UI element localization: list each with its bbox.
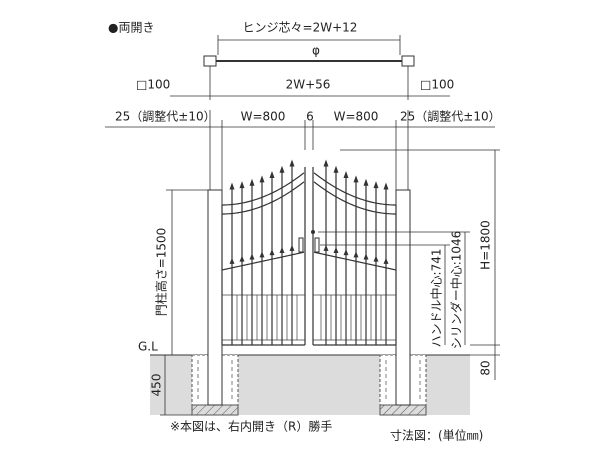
base	[379, 404, 427, 416]
post	[207, 189, 223, 406]
note: ※本図は、右内開き（R）勝手	[170, 419, 332, 434]
dim-label: W=800	[334, 110, 379, 124]
ornament	[229, 257, 235, 264]
dim-mark: φ	[312, 44, 320, 58]
ornament	[343, 249, 349, 256]
dim-label: ハンドル中心:741	[429, 249, 444, 348]
ornament	[239, 255, 245, 262]
spear	[269, 171, 275, 179]
spear	[259, 175, 265, 183]
mid-rail	[313, 251, 397, 271]
handle	[298, 237, 304, 253]
spear	[363, 178, 369, 186]
dim-label: G.L	[138, 340, 158, 354]
ornament	[259, 251, 265, 258]
post	[395, 189, 411, 406]
spear	[343, 171, 349, 179]
ornament	[373, 255, 379, 262]
spear	[373, 181, 379, 189]
dim-label: 80	[479, 360, 493, 375]
dim-label: 450	[150, 374, 164, 397]
dim-label: 6	[306, 110, 314, 124]
handle	[314, 237, 320, 253]
spear	[239, 181, 245, 189]
spear	[279, 165, 285, 173]
dim-label: □100	[136, 78, 170, 92]
mid-rail	[221, 251, 305, 271]
dim-line	[170, 66, 450, 100]
ornament	[383, 257, 389, 264]
hinge-box	[203, 55, 217, 67]
ornament	[269, 249, 275, 256]
dim-line	[217, 35, 401, 55]
top-rail	[313, 181, 397, 215]
dim-label: H=1800	[479, 220, 493, 270]
dim-label: シリンダー中心:1046	[449, 231, 464, 350]
spear	[323, 159, 329, 167]
ornament	[363, 253, 369, 260]
spear	[333, 165, 339, 173]
spear	[249, 178, 255, 186]
dim-label: ヒンジ芯々=2W+12	[243, 21, 358, 35]
ornament	[323, 244, 329, 251]
foundation-hatch	[197, 360, 421, 402]
ornament	[249, 253, 255, 260]
dim-label: □100	[420, 78, 454, 92]
dim-label: W=800	[241, 110, 286, 124]
top-rail	[221, 172, 305, 206]
gate-leaves	[221, 159, 397, 346]
hinge-box	[401, 55, 415, 67]
spear	[353, 175, 359, 183]
keyhole	[311, 230, 315, 234]
spear	[229, 182, 235, 190]
dim-label: 門柱高さ=1500	[154, 228, 169, 317]
dim-label: 25（調整代±10）	[400, 109, 501, 124]
spear	[383, 182, 389, 190]
ornament	[333, 246, 339, 253]
top-rail	[313, 172, 397, 206]
base	[191, 404, 239, 416]
title: ●両開き	[108, 21, 154, 35]
dim-line	[318, 149, 500, 380]
ornament	[279, 246, 285, 253]
top-rail	[221, 181, 305, 215]
dim-label: 25（調整代±10）	[115, 109, 216, 124]
spear	[289, 159, 295, 167]
ornament	[353, 251, 359, 258]
dim-line	[160, 189, 208, 416]
note: 寸法図：(単位㎜)	[390, 428, 483, 443]
dim-label: 2W+56	[286, 78, 331, 92]
ornament	[289, 244, 295, 251]
